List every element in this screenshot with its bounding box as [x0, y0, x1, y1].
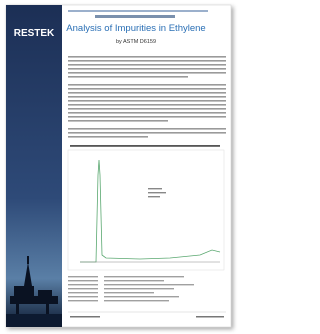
footer-right — [196, 316, 224, 318]
category-line — [95, 15, 175, 18]
document-thumbnail: RESTEK Analysis of Impurities in Ethylen… — [0, 0, 241, 334]
sidebar — [6, 5, 62, 327]
footer-left — [70, 316, 100, 318]
brand-logo: RESTEK — [14, 28, 55, 39]
header-rule — [68, 10, 208, 12]
document-title: Analysis of Impurities in Ethylene — [66, 23, 205, 34]
document-subtitle: by ASTM D6159 — [116, 39, 156, 45]
